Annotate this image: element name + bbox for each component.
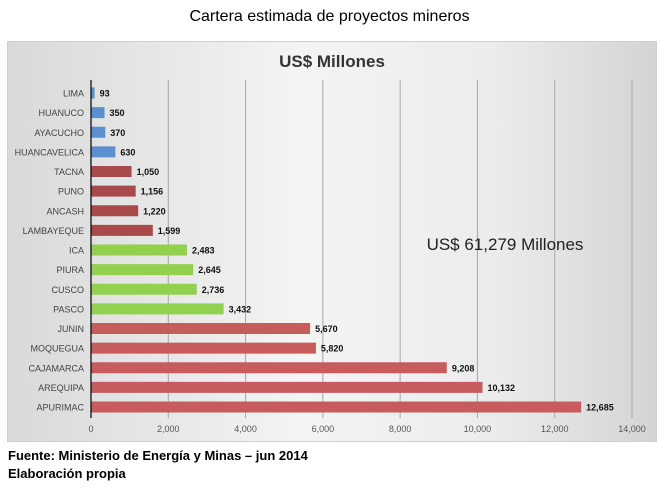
category-label: APURIMAC xyxy=(36,403,84,413)
bar-cusco xyxy=(91,283,197,295)
data-label: 2,736 xyxy=(202,285,225,295)
x-tick-label: 12,000 xyxy=(541,424,569,434)
category-label: CAJAMARCA xyxy=(28,363,84,373)
bar-apurimac xyxy=(91,401,582,413)
data-label: 12,685 xyxy=(586,403,614,413)
category-label: AREQUIPA xyxy=(38,383,84,393)
data-label: 370 xyxy=(110,128,125,138)
x-tick-label: 6,000 xyxy=(312,424,335,434)
data-label: 350 xyxy=(110,108,125,118)
x-tick-label: 8,000 xyxy=(389,424,412,434)
data-label: 630 xyxy=(120,147,135,157)
category-label: HUANUCO xyxy=(38,108,84,118)
data-label: 2,483 xyxy=(192,246,215,256)
bar-cajamarca xyxy=(91,362,447,374)
category-label: ICA xyxy=(69,246,84,256)
bar-ancash xyxy=(91,205,139,217)
source-note: Fuente: Ministerio de Energía y Minas – … xyxy=(8,448,308,463)
bar-pasco xyxy=(91,303,224,315)
data-label: 3,432 xyxy=(229,304,252,314)
bar-ica xyxy=(91,244,187,256)
category-label: AYACUCHO xyxy=(34,128,84,138)
data-label: 5,670 xyxy=(315,324,338,334)
category-label: PIURA xyxy=(56,265,84,275)
bar-ayacucho xyxy=(91,126,106,138)
x-tick-label: 14,000 xyxy=(618,424,646,434)
bar-junin xyxy=(91,323,311,334)
data-label: 5,820 xyxy=(321,344,344,354)
x-tick-label: 2,000 xyxy=(157,424,180,434)
category-label: LIMA xyxy=(63,89,84,99)
data-label: 1,050 xyxy=(137,167,160,177)
bar-moquegua xyxy=(91,342,316,354)
category-label: ANCASH xyxy=(46,206,84,216)
x-tick-label: 0 xyxy=(88,424,93,434)
bar-huanuco xyxy=(91,107,105,119)
category-label: JUNIN xyxy=(58,324,85,334)
bar-piura xyxy=(91,264,194,276)
category-label: LAMBAYEQUE xyxy=(23,226,84,236)
category-label: MOQUEGUA xyxy=(30,344,84,354)
bar-tacna xyxy=(91,166,132,177)
chart-area xyxy=(7,41,657,442)
bar-lambayeque xyxy=(91,224,153,236)
data-label: 9,208 xyxy=(452,363,475,373)
bar-huancavelica xyxy=(91,146,116,158)
bar-arequipa xyxy=(91,381,483,393)
bar-lima xyxy=(91,87,95,99)
data-label: 2,645 xyxy=(198,265,221,275)
data-label: 1,156 xyxy=(141,187,164,197)
page-title: Cartera estimada de proyectos mineros xyxy=(189,8,470,25)
category-label: CUSCO xyxy=(51,285,84,295)
x-tick-label: 4,000 xyxy=(234,424,257,434)
data-label: 10,132 xyxy=(488,383,516,393)
x-tick-label: 10,000 xyxy=(464,424,492,434)
category-label: TACNA xyxy=(54,167,84,177)
data-label: 1,599 xyxy=(158,226,181,236)
category-label: PASCO xyxy=(53,304,84,314)
elaboration-note: Elaboración propia xyxy=(8,466,126,481)
data-label: 93 xyxy=(100,89,110,99)
category-label: HUANCAVELICA xyxy=(15,147,84,157)
bar-puno xyxy=(91,185,136,197)
category-label: PUNO xyxy=(58,187,84,197)
chart-title: US$ Millones xyxy=(279,52,385,71)
data-label: 1,220 xyxy=(143,206,166,216)
total-annotation: US$ 61,279 Millones xyxy=(427,235,584,254)
